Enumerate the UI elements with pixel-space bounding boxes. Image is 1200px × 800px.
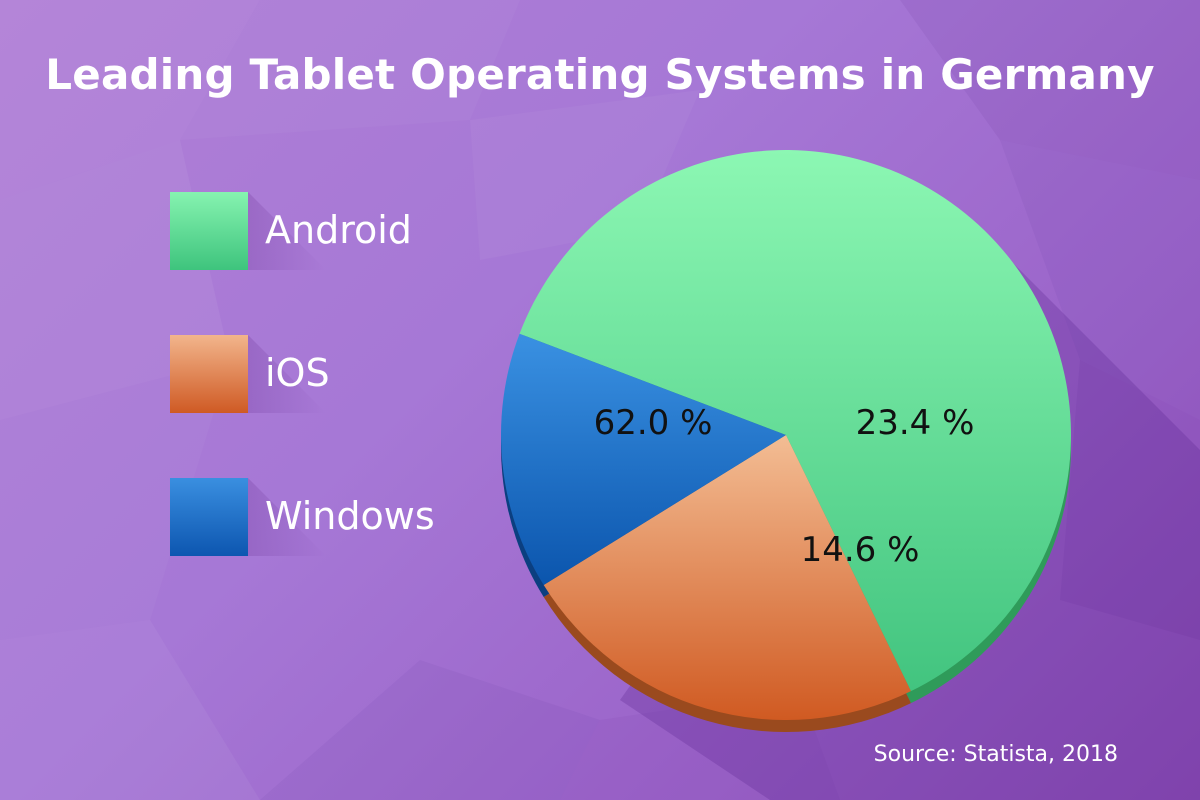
source-note: Source: Statista, 2018 <box>873 742 1118 767</box>
legend-label-ios: iOS <box>265 351 330 395</box>
legend-item-windows: Windows <box>170 478 490 556</box>
legend-swatch-windows <box>170 478 248 556</box>
pie-slice-android <box>519 150 1071 692</box>
pie-slices <box>500 150 1071 721</box>
slice-label-ios: 23.4 % <box>856 403 975 443</box>
legend-item-android: Android <box>170 192 490 270</box>
legend-swatch-android <box>170 192 248 270</box>
legend-swatch-ios <box>170 335 248 413</box>
pie-slice-windows <box>500 333 786 586</box>
chart-title: Leading Tablet Operating Systems in Germ… <box>45 50 1155 99</box>
legend: Android iOS Windows <box>170 192 490 572</box>
legend-item-ios: iOS <box>170 335 490 413</box>
pie-slice-ios <box>543 435 911 721</box>
legend-label-windows: Windows <box>265 494 435 538</box>
slice-label-windows: 14.6 % <box>801 530 920 570</box>
slice-label-android: 62.0 % <box>594 403 713 443</box>
legend-label-android: Android <box>265 208 412 252</box>
